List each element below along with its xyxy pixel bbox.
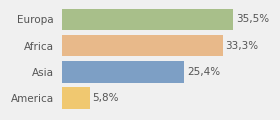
Text: 33,3%: 33,3% bbox=[226, 41, 259, 51]
Bar bbox=[62, 35, 223, 56]
Text: 25,4%: 25,4% bbox=[187, 67, 220, 77]
Text: 35,5%: 35,5% bbox=[236, 14, 269, 24]
Bar bbox=[62, 61, 185, 83]
Text: 5,8%: 5,8% bbox=[93, 93, 119, 103]
Bar bbox=[62, 9, 233, 30]
Bar bbox=[62, 87, 90, 109]
